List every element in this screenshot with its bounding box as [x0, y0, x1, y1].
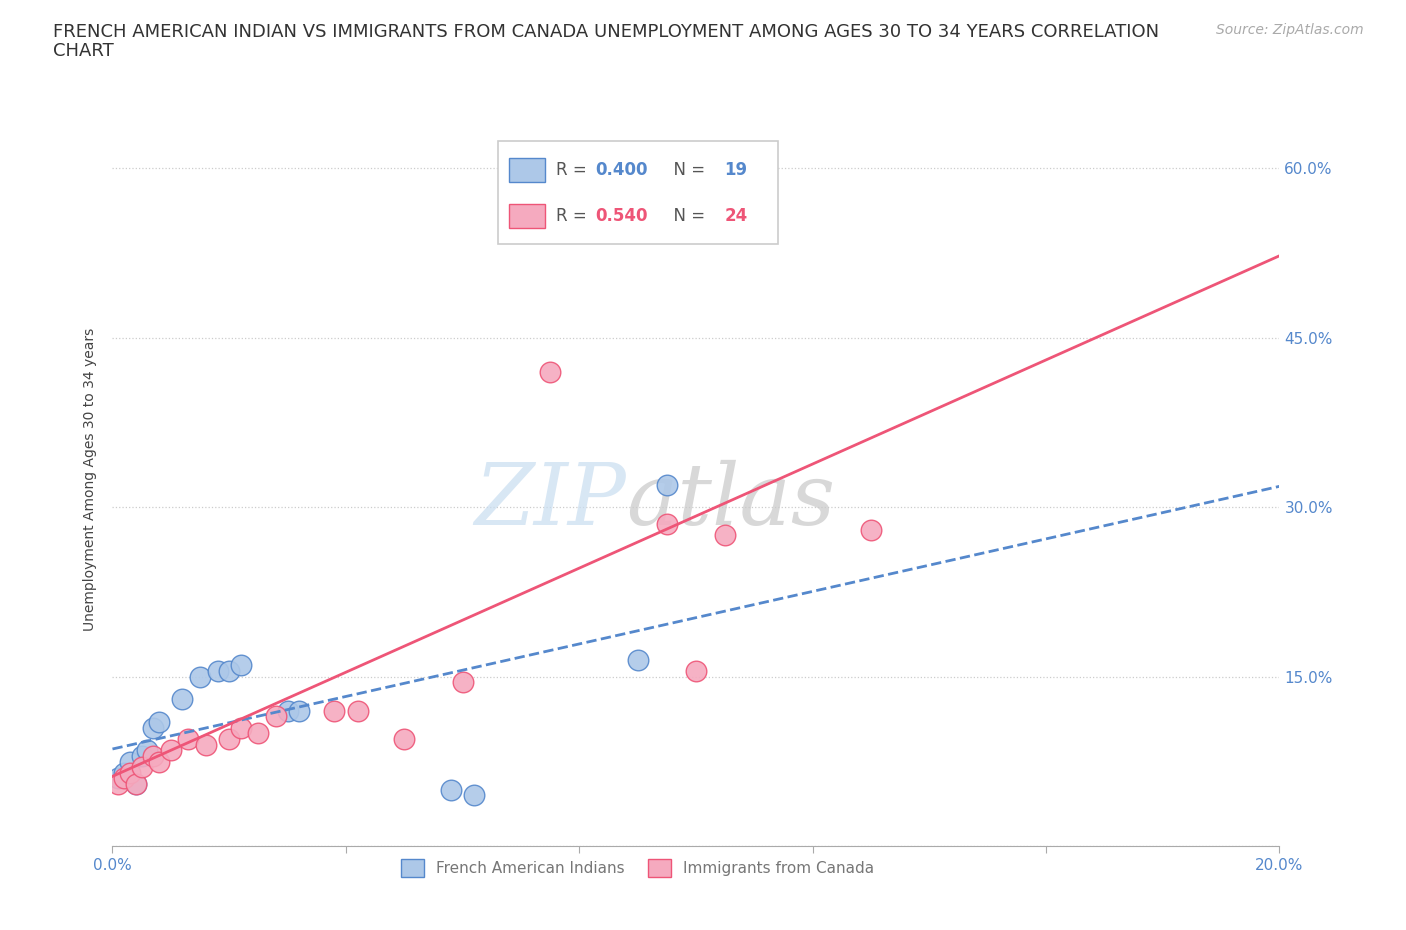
Point [112, 765, 135, 780]
Point [207, 664, 229, 679]
Point [194, 737, 217, 752]
Point [125, 777, 148, 791]
Point [218, 664, 240, 679]
Text: Source: ZipAtlas.com: Source: ZipAtlas.com [1216, 23, 1364, 37]
Point [229, 720, 252, 735]
Point [451, 675, 474, 690]
Point [148, 754, 170, 769]
Point [463, 788, 485, 803]
Point [131, 760, 153, 775]
Text: CHART: CHART [53, 42, 114, 60]
Point [276, 703, 298, 718]
Point [118, 754, 141, 769]
Point [172, 692, 194, 707]
Point [264, 709, 287, 724]
Point [107, 771, 129, 786]
Point [136, 743, 159, 758]
Point [714, 528, 737, 543]
Point [118, 765, 141, 780]
Point [125, 777, 148, 791]
Point [655, 517, 678, 532]
Point [685, 664, 707, 679]
Point [394, 732, 416, 747]
Point [323, 703, 346, 718]
Text: atlas: atlas [626, 459, 835, 542]
Point [107, 777, 129, 791]
Point [538, 365, 561, 379]
Text: FRENCH AMERICAN INDIAN VS IMMIGRANTS FROM CANADA UNEMPLOYMENT AMONG AGES 30 TO 3: FRENCH AMERICAN INDIAN VS IMMIGRANTS FRO… [53, 23, 1160, 41]
Point [142, 720, 165, 735]
Point [177, 732, 200, 747]
Point [860, 523, 883, 538]
Point [440, 782, 463, 797]
Text: ZIP: ZIP [474, 459, 626, 542]
Point [229, 658, 252, 673]
Legend: French American Indians, Immigrants from Canada: French American Indians, Immigrants from… [395, 853, 880, 883]
Point [131, 749, 153, 764]
Y-axis label: Unemployment Among Ages 30 to 34 years: Unemployment Among Ages 30 to 34 years [83, 327, 97, 631]
Point [627, 652, 650, 667]
Point [346, 703, 368, 718]
Point [142, 749, 165, 764]
Point [148, 714, 170, 729]
Point [188, 670, 211, 684]
Point [218, 732, 240, 747]
Point [655, 477, 678, 492]
Point [288, 703, 311, 718]
Point [498, 183, 520, 198]
Point [160, 743, 183, 758]
Point [112, 771, 135, 786]
Point [247, 725, 270, 740]
